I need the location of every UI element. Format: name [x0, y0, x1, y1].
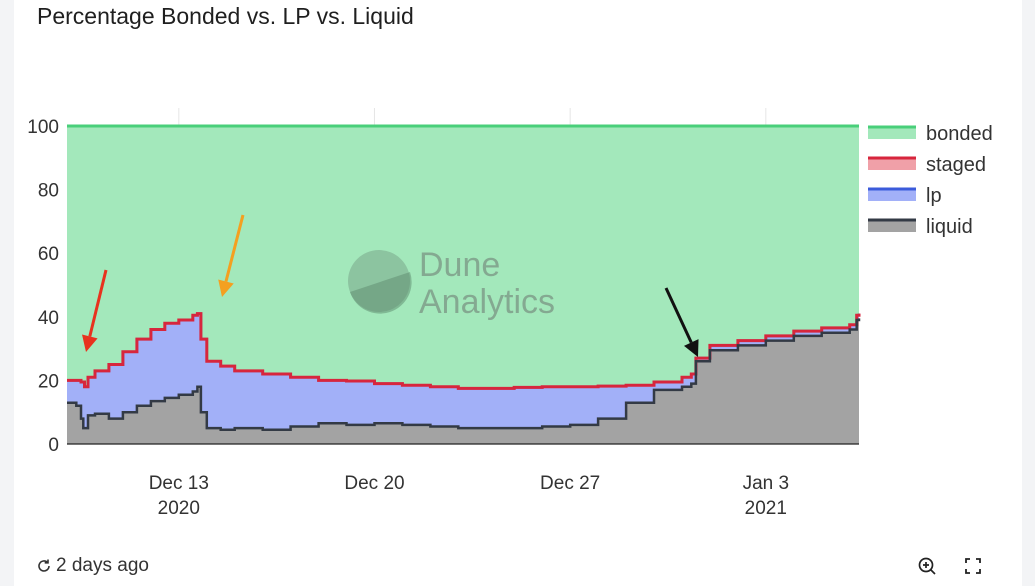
annotation-arrow — [224, 214, 245, 282]
legend-label: staged — [926, 154, 986, 176]
x-tick-label: Dec 13 — [149, 473, 209, 494]
series-liquid-line — [67, 318, 861, 431]
x-tick-label: Dec 20 — [344, 473, 404, 494]
annotation-arrow — [664, 287, 693, 344]
y-tick-label: 40 — [38, 308, 59, 329]
legend-swatch — [868, 127, 916, 139]
legend-item-bonded[interactable]: bonded — [868, 123, 993, 145]
watermark-text: Dune — [419, 246, 500, 284]
series-lp-area — [67, 313, 859, 430]
annotation-arrow — [88, 269, 108, 337]
series-liquid-area — [67, 318, 859, 444]
y-tick-label: 80 — [38, 181, 59, 202]
legend-label: bonded — [926, 123, 993, 145]
x-tick-label: Dec 27 — [540, 473, 600, 494]
fullscreen-icon[interactable] — [963, 556, 983, 576]
y-tick-label: 60 — [38, 244, 59, 265]
legend-item-liquid[interactable]: liquid — [868, 216, 973, 238]
refresh-time: 2 days ago — [56, 555, 149, 576]
refresh-icon — [38, 559, 50, 572]
annotation-arrowhead — [684, 339, 699, 357]
legend-label: lp — [926, 185, 942, 207]
watermark-text: Analytics — [419, 283, 555, 321]
annotation-arrowhead — [218, 279, 234, 297]
legend-item-lp[interactable]: lp — [868, 185, 942, 207]
footer-actions — [917, 556, 983, 576]
x-tick-year-label: 2020 — [158, 498, 200, 519]
legend-swatch — [868, 220, 916, 232]
legend-swatch — [868, 158, 916, 170]
x-tick-label: Jan 3 — [743, 473, 789, 494]
annotation-arrowhead — [82, 334, 98, 352]
legend-item-staged[interactable]: staged — [868, 154, 986, 176]
legend-swatch — [868, 189, 916, 201]
legend-label: liquid — [926, 216, 973, 238]
x-tick-year-label: 2021 — [745, 498, 787, 519]
y-tick-label: 20 — [38, 371, 59, 392]
series-staged-line — [67, 312, 861, 390]
y-tick-label: 0 — [48, 435, 59, 456]
series-bonded-area — [67, 126, 859, 389]
zoom-in-icon[interactable] — [917, 556, 937, 576]
watermark-logo-slice — [350, 272, 412, 314]
refresh-status[interactable]: 2 days ago — [36, 555, 149, 577]
chart-title: Percentage Bonded vs. LP vs. Liquid — [37, 3, 414, 29]
y-tick-label: 100 — [27, 117, 59, 138]
